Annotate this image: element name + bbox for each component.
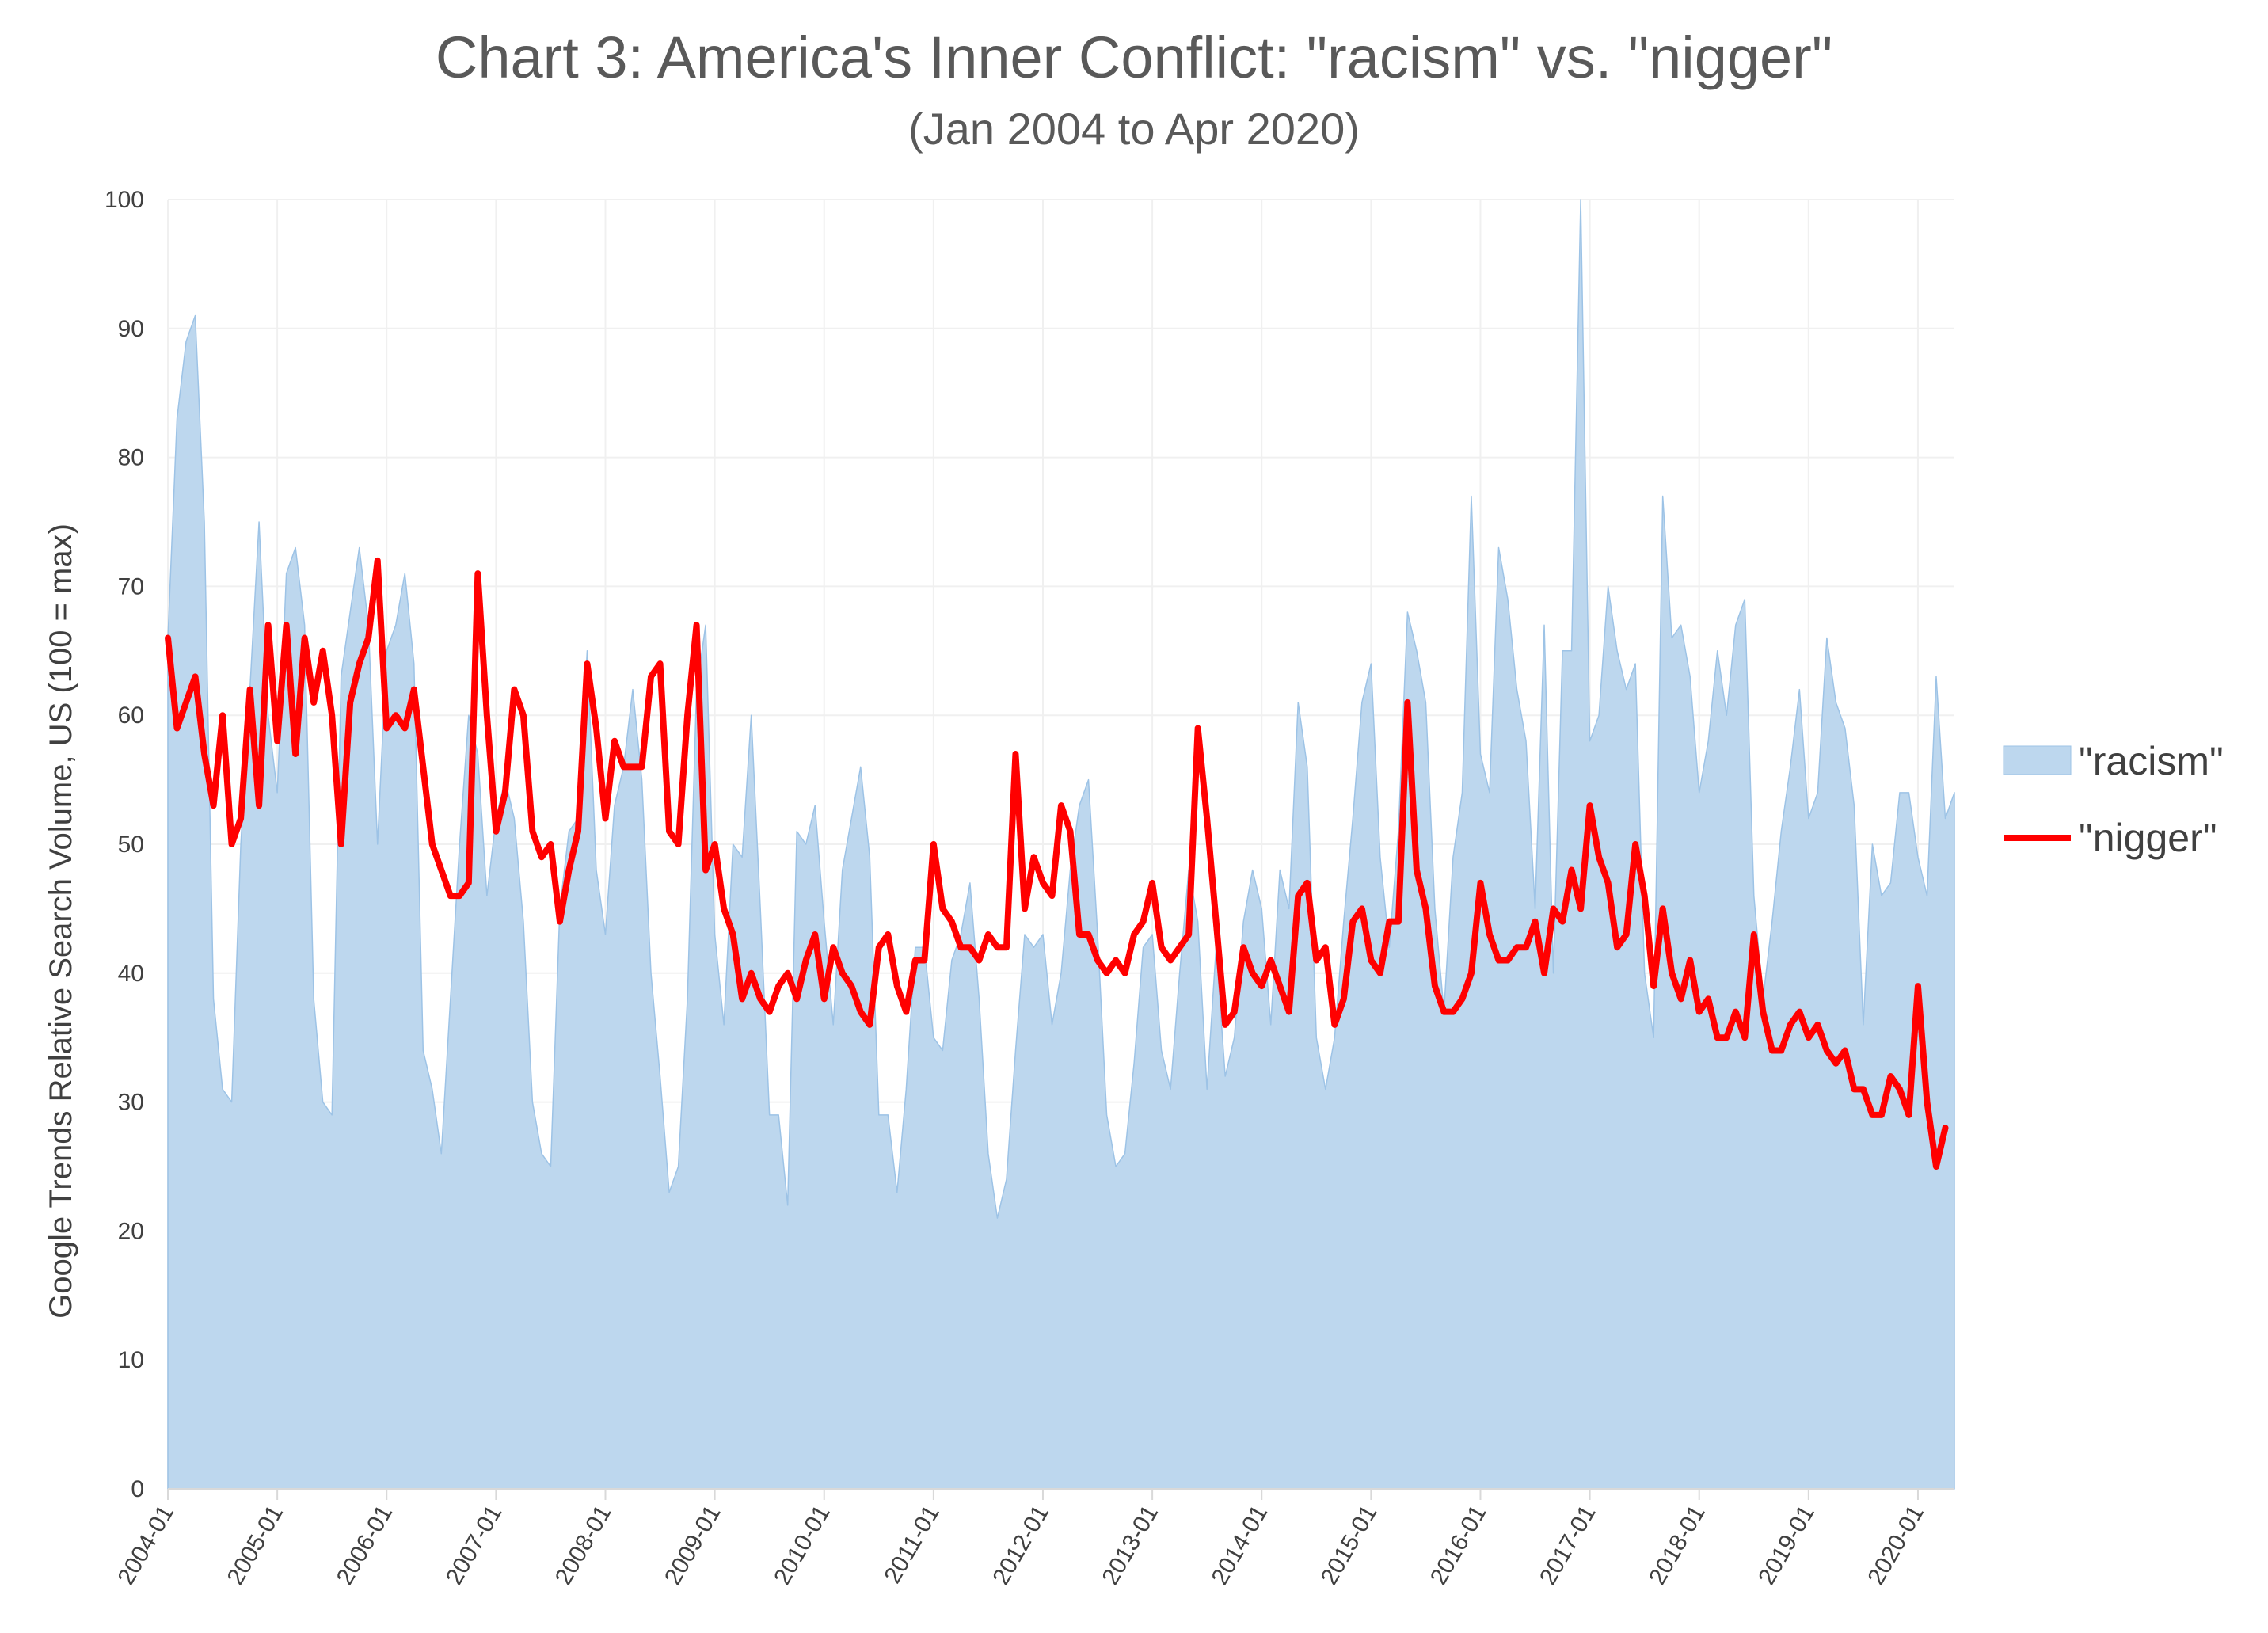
x-tick-label: 2008-01 <box>550 1501 617 1589</box>
series-nigger-line <box>165 557 1949 1170</box>
y-tick-label: 70 <box>118 573 144 600</box>
y-tick-label: 50 <box>118 832 144 858</box>
y-tick-label: 100 <box>105 187 144 213</box>
x-tick-label: 2014-01 <box>1207 1501 1273 1589</box>
legend-swatch-racism <box>2003 745 2072 775</box>
x-tick-label: 2006-01 <box>332 1501 398 1589</box>
y-tick-label: 90 <box>118 316 144 342</box>
y-axis-label: Google Trends Relative Search Volume, US… <box>44 523 78 1319</box>
y-tick-label: 60 <box>118 702 144 729</box>
x-tick-label: 2016-01 <box>1425 1501 1492 1589</box>
x-tick-label: 2020-01 <box>1863 1501 1929 1589</box>
x-tick-label: 2017-01 <box>1535 1501 1601 1589</box>
x-tick-label: 2018-01 <box>1644 1501 1711 1589</box>
y-tick-label: 0 <box>131 1476 144 1502</box>
x-tick-label: 2019-01 <box>1753 1501 1820 1589</box>
y-tick-label: 80 <box>118 445 144 471</box>
y-tick-label: 20 <box>118 1218 144 1244</box>
x-tick-label: 2010-01 <box>769 1501 835 1589</box>
legend: "racism" "nigger" <box>2003 739 2224 860</box>
x-tick-label: 2009-01 <box>660 1501 726 1589</box>
chart-subtitle: (Jan 2004 to Apr 2020) <box>908 104 1360 154</box>
x-tick-label: 2012-01 <box>987 1501 1054 1589</box>
x-tick-label: 2004-01 <box>112 1501 179 1589</box>
y-tick-label: 40 <box>118 961 144 987</box>
y-tick-label: 10 <box>118 1347 144 1373</box>
plot-area <box>165 199 1955 1490</box>
x-tick-label: 2011-01 <box>879 1501 945 1588</box>
legend-label-nigger: "nigger" <box>2079 816 2217 860</box>
x-tick-label: 2013-01 <box>1098 1501 1164 1589</box>
series-racism-area <box>167 199 1955 1490</box>
x-tick-label: 2005-01 <box>223 1501 289 1589</box>
x-tick-label: 2007-01 <box>441 1501 508 1589</box>
legend-label-racism: "racism" <box>2079 739 2224 783</box>
x-tick-label: 2015-01 <box>1316 1501 1383 1589</box>
chart-title: Chart 3: America's Inner Conflict: "raci… <box>436 25 1832 90</box>
y-tick-label: 30 <box>118 1090 144 1116</box>
